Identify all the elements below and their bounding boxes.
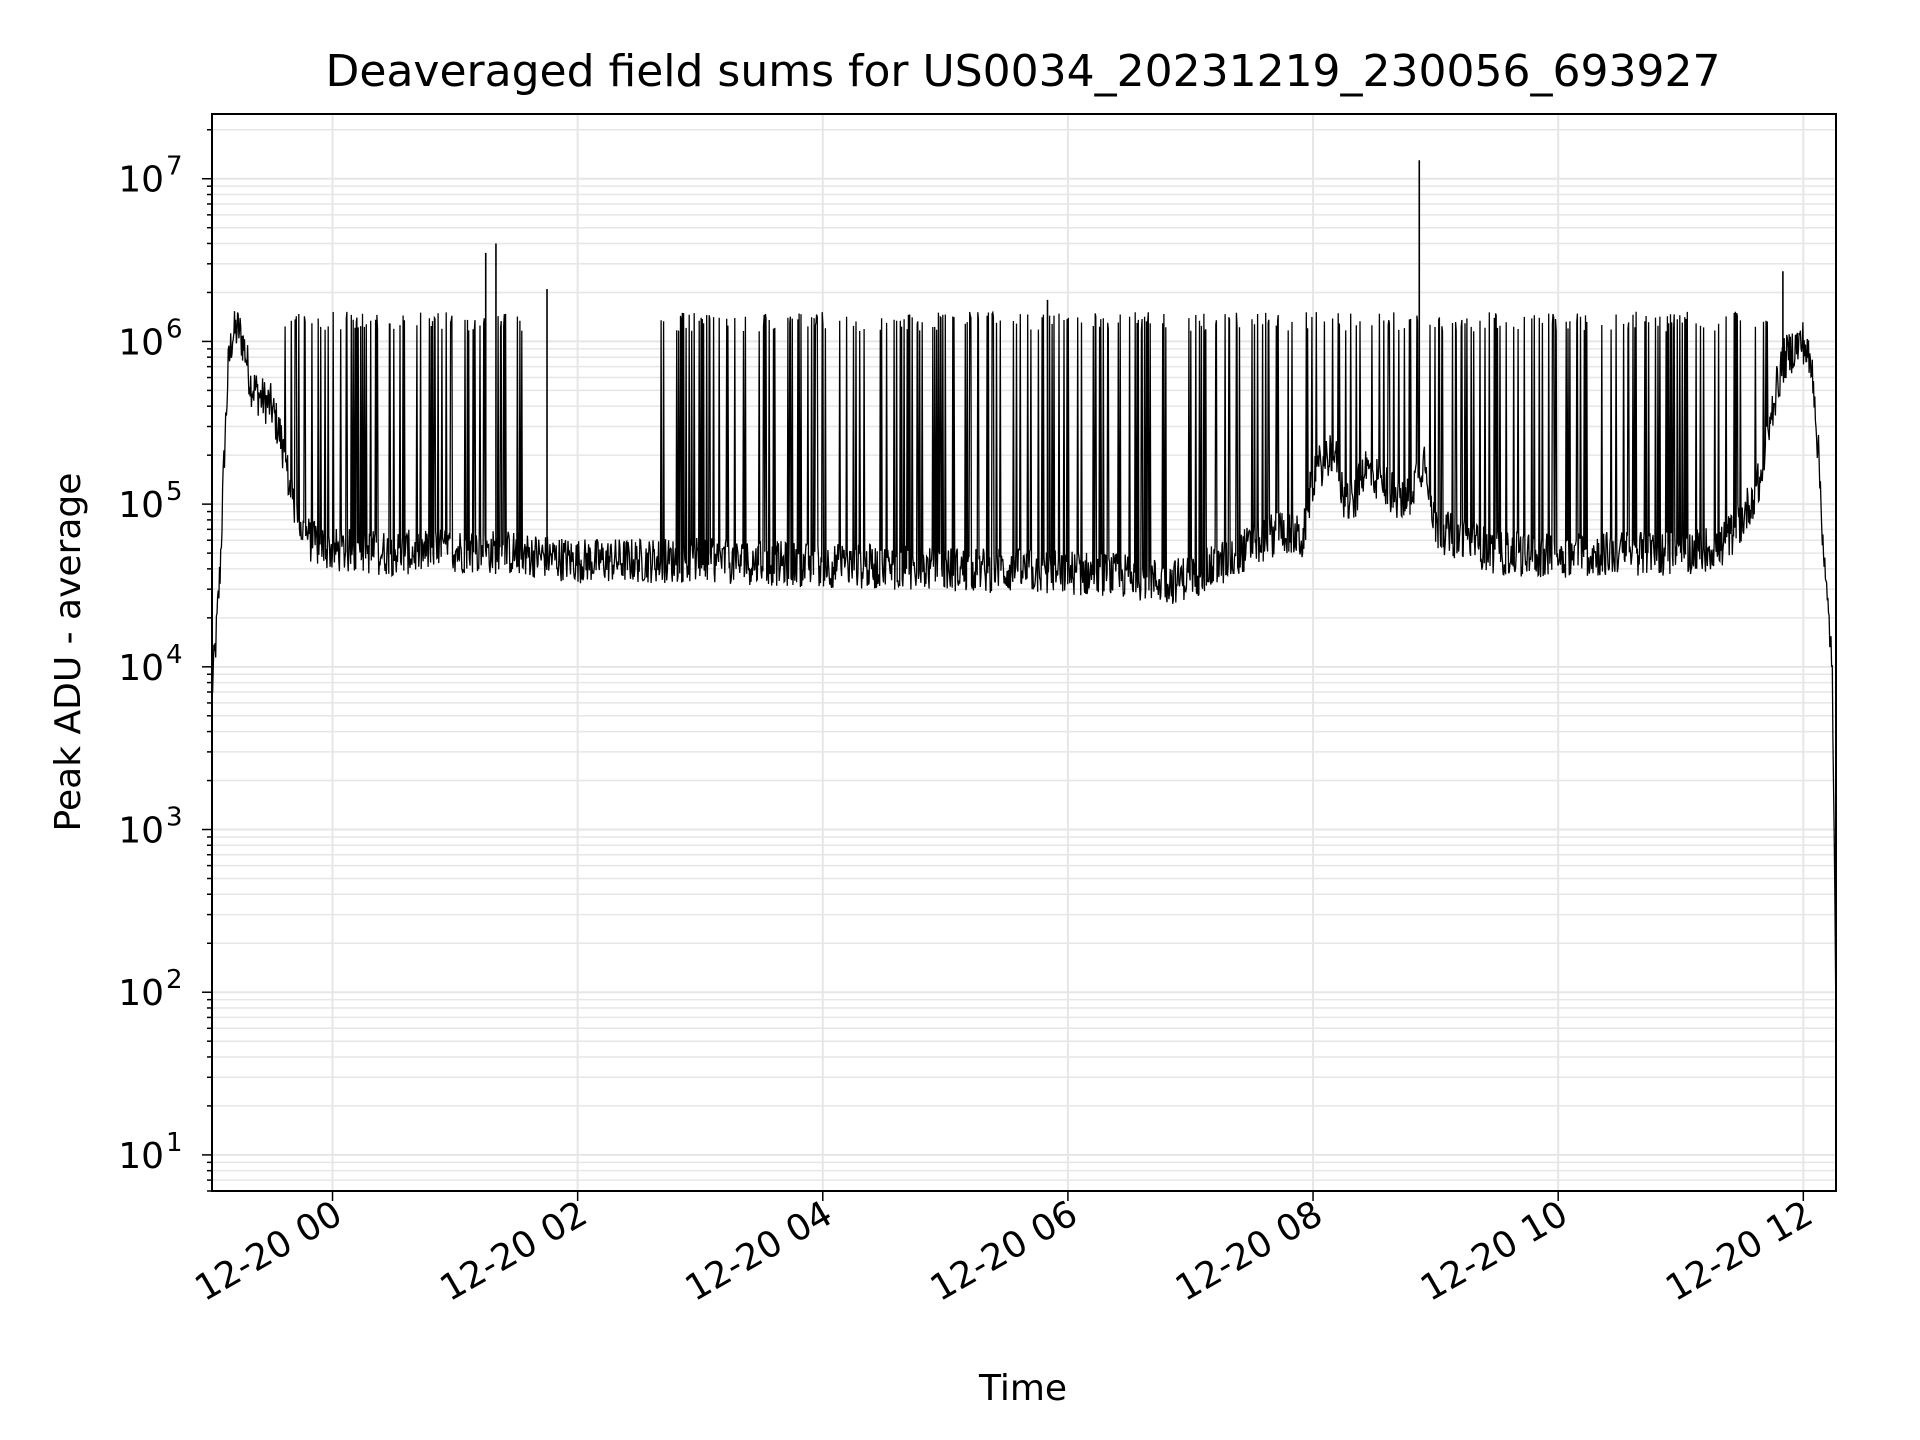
y-tick-label: 10 [118,973,164,1014]
data-series [211,160,1837,1029]
y-tick-label: 10 [118,648,164,689]
y-tick-label: 10 [118,1136,164,1177]
chart-title: Deaveraged field sums for US0034_2023121… [326,46,1721,97]
y-tick-label: 10 [118,322,164,363]
x-tick-label: 12-20 10 [1414,1193,1575,1309]
y-tick-exponent: 6 [166,314,183,344]
x-tick-label: 12-20 02 [433,1193,594,1309]
x-axis: 12-20 00 12-20 02 12-20 04 12-20 06 12-20 08… [188,1191,1820,1310]
plot-frame [211,113,1837,1192]
y-tick-exponent: 7 [166,152,183,182]
x-axis-label: Time [978,1368,1067,1409]
y-tick-exponent: 2 [166,965,183,995]
y-tick-exponent: 3 [166,803,183,833]
x-tick-label: 12-20 12 [1659,1193,1820,1309]
grid [212,114,1836,1192]
series-line [211,310,1837,1029]
y-tick-label: 10 [118,485,164,526]
x-tick-label: 12-20 08 [1169,1193,1330,1309]
y-tick-label: 10 [118,811,164,852]
x-tick-label: 12-20 00 [188,1193,349,1309]
y-axis-label: Peak ADU - average [48,473,89,832]
x-tick-label: 12-20 06 [924,1193,1085,1309]
x-tick-label: 12-20 04 [679,1193,840,1309]
y-tick-label: 10 [118,160,164,201]
y-tick-exponent: 4 [166,640,183,670]
y-tick-exponent: 1 [166,1128,183,1158]
y-tick-exponent: 5 [166,477,183,507]
